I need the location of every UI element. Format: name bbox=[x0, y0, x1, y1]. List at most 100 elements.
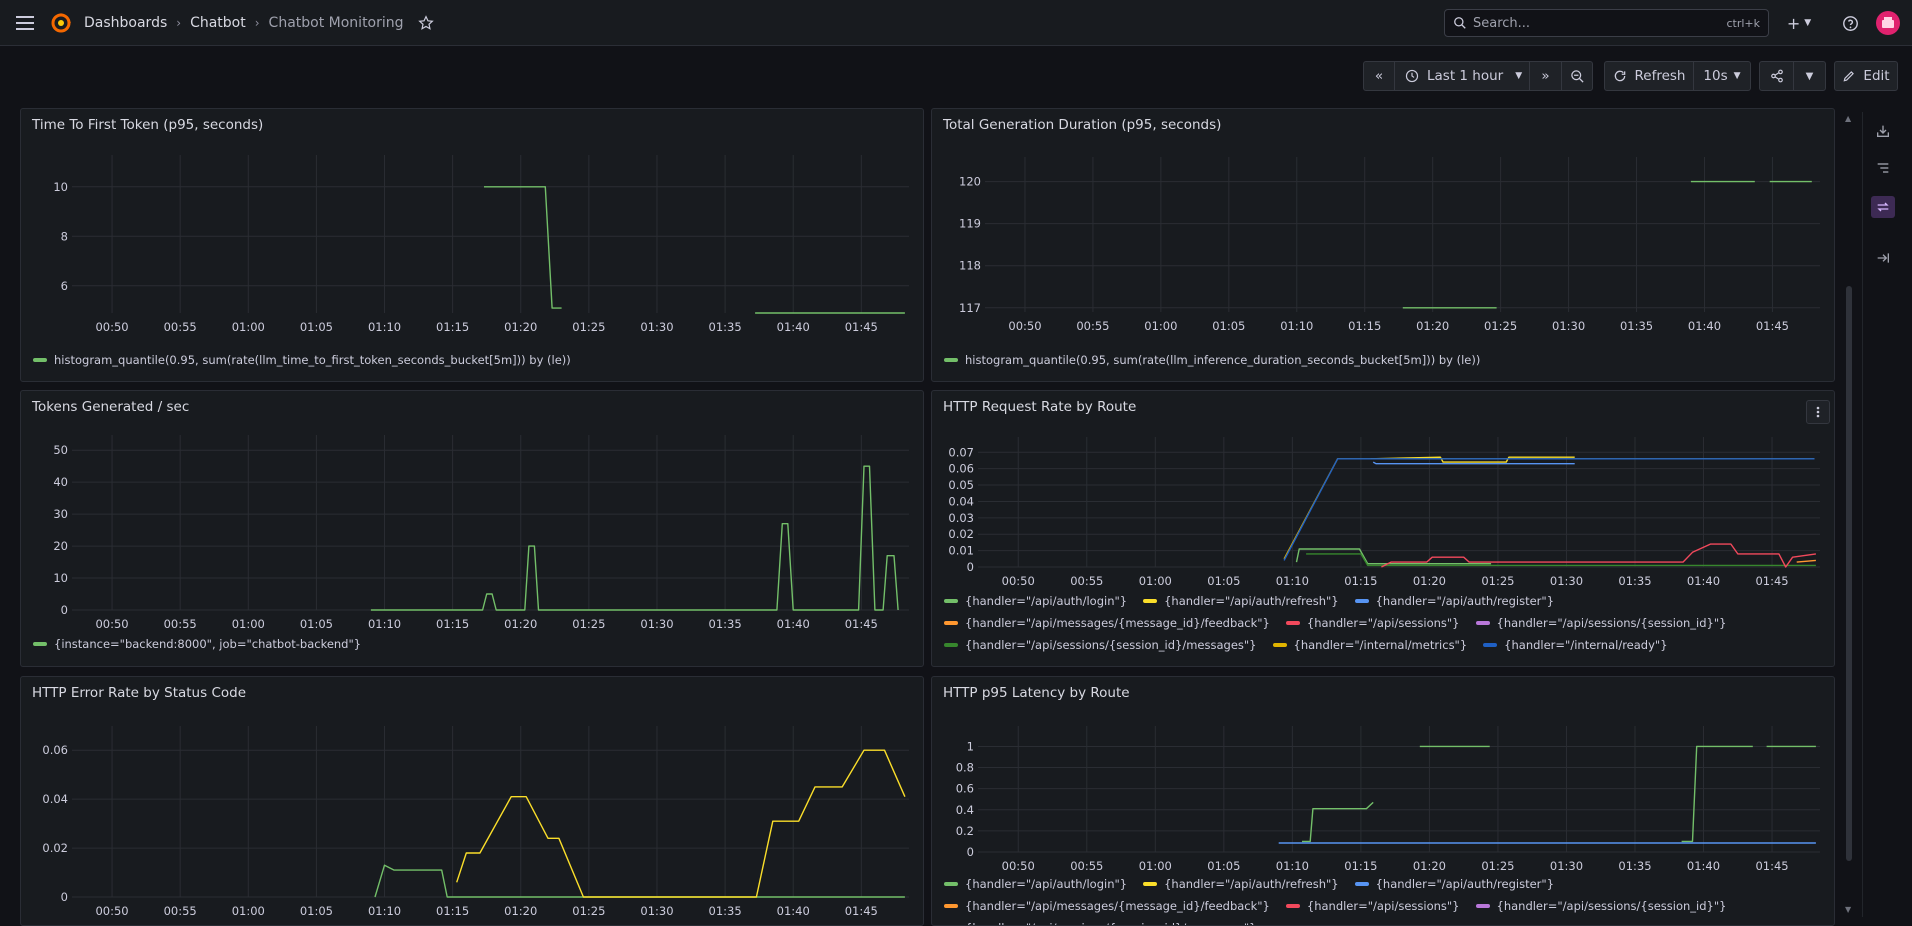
share-button[interactable] bbox=[1759, 61, 1794, 91]
clock-icon bbox=[1405, 69, 1419, 83]
legend-label: {handler="/api/auth/login"} bbox=[965, 594, 1128, 608]
x-tick-label: 00:50 bbox=[1002, 859, 1035, 873]
x-tick-label: 01:05 bbox=[1212, 319, 1245, 333]
y-tick-label: 1 bbox=[967, 739, 974, 753]
x-tick-label: 01:05 bbox=[300, 617, 333, 631]
legend-item[interactable]: {handler="/api/auth/register"} bbox=[1354, 875, 1554, 893]
add-new-button[interactable]: + ▼ bbox=[1784, 12, 1814, 34]
legend-item[interactable]: {handler="/api/auth/login"} bbox=[944, 875, 1127, 893]
x-tick-label: 00:55 bbox=[1070, 859, 1103, 873]
search-placeholder: Search... bbox=[1473, 15, 1531, 31]
x-tick-label: 01:35 bbox=[709, 320, 742, 334]
x-tick-label: 00:50 bbox=[95, 617, 128, 631]
panel-http-request-rate-by-route[interactable]: 00:50 00:55 01:00 01:05 01:10 01:15 01:20 01:25… bbox=[931, 390, 1835, 667]
page-scrollbar[interactable] bbox=[1846, 286, 1852, 861]
x-tick-label: 00:55 bbox=[164, 320, 197, 334]
legend-item[interactable]: histogram_quantile(0.95, sum(rate(llm_ti… bbox=[33, 351, 571, 369]
legend-item[interactable]: {handler="/api/sessions/{session_id}"} bbox=[1475, 614, 1726, 632]
legend-item[interactable]: {handler="/api/messages/{message_id}/fee… bbox=[944, 614, 1270, 632]
y-tick-label: 0.05 bbox=[948, 478, 974, 492]
legend-item[interactable]: {handler="/api/auth/refresh"} bbox=[1143, 592, 1339, 610]
panel-title: Total Generation Duration (p95, seconds) bbox=[943, 117, 1222, 133]
legend-item[interactable]: {handler="/api/sessions/{session_id}/mes… bbox=[944, 919, 1257, 925]
legend-label: {handler="/api/messages/{message_id}/fee… bbox=[965, 899, 1270, 913]
panel-time-to-first-token[interactable]: 00:50 00:55 01:00 01:05 01:10 01:15 01:20 01:25… bbox=[20, 108, 924, 382]
panel-http-error-rate-by-status-code[interactable]: 00:50 00:55 01:00 01:05 01:10 01:15 01:20 01:25… bbox=[20, 676, 924, 926]
x-tick-label: 01:35 bbox=[1620, 319, 1653, 333]
outline-icon[interactable] bbox=[1871, 157, 1895, 179]
legend-swatch bbox=[1475, 904, 1490, 908]
y-tick-label: 0.02 bbox=[42, 841, 68, 855]
legend-item[interactable]: histogram_quantile(0.95, sum(rate(llm_in… bbox=[944, 351, 1480, 369]
legend-item[interactable]: {handler="/api/sessions/{session_id}"} bbox=[1475, 897, 1726, 915]
edit-button[interactable]: Edit bbox=[1834, 61, 1898, 91]
star-icon[interactable] bbox=[417, 15, 434, 31]
x-tick-label: 00:55 bbox=[164, 904, 197, 918]
y-tick-label: 0 bbox=[61, 603, 68, 617]
legend-item[interactable]: {handler="/api/messages/{message_id}/fee… bbox=[944, 897, 1270, 915]
legend-item[interactable]: {handler="/api/sessions/{session_id}/mes… bbox=[944, 636, 1257, 654]
legend-item[interactable]: {handler="/api/sessions"} bbox=[1285, 614, 1460, 632]
refresh-button[interactable]: Refresh bbox=[1604, 61, 1694, 91]
x-tick-label: 01:30 bbox=[640, 617, 673, 631]
chevron-down-icon: ▼ bbox=[1804, 18, 1812, 28]
panel-menu-button[interactable] bbox=[1806, 400, 1830, 424]
scroll-down-icon[interactable]: ▼ bbox=[1845, 905, 1852, 914]
x-tick-label: 01:05 bbox=[300, 320, 333, 334]
export-icon[interactable] bbox=[1871, 120, 1895, 142]
top-nav-bar: Dashboards › Chatbot › Chatbot Monitorin… bbox=[0, 0, 1912, 46]
x-tick-label: 01:15 bbox=[1348, 319, 1381, 333]
grafana-logo-icon[interactable] bbox=[49, 11, 73, 35]
panel-http-p95-latency-by-route[interactable]: 00:50 00:55 01:00 01:05 01:10 01:15 01:20 01:25… bbox=[931, 676, 1835, 926]
time-shift-forward-button[interactable]: » bbox=[1529, 61, 1562, 91]
x-tick-label: 01:00 bbox=[1139, 574, 1172, 588]
panel-tokens-generated-per-sec[interactable]: 00:50 00:55 01:00 01:05 01:10 01:15 01:20 01:25… bbox=[20, 390, 924, 667]
panel-legend: {handler="/api/auth/login"} {handler="/ap… bbox=[944, 875, 1824, 925]
x-tick-label: 01:00 bbox=[232, 320, 265, 334]
breadcrumb-chatbot[interactable]: Chatbot bbox=[190, 15, 246, 31]
menu-icon[interactable] bbox=[14, 13, 36, 33]
y-tick-label: 0.02 bbox=[948, 527, 974, 541]
x-tick-label: 01:15 bbox=[1344, 574, 1377, 588]
y-tick-label: 0.8 bbox=[956, 761, 974, 775]
legend-item[interactable]: {handler="/api/auth/login"} bbox=[944, 592, 1127, 610]
collapse-rail-icon[interactable] bbox=[1871, 247, 1895, 269]
avatar[interactable] bbox=[1876, 11, 1900, 35]
x-tick-label: 01:25 bbox=[1481, 574, 1514, 588]
panel-total-generation-duration[interactable]: 00:50 00:55 01:00 01:05 01:10 01:15 01:20 01:25… bbox=[931, 108, 1835, 382]
switch-icon[interactable] bbox=[1871, 196, 1895, 218]
x-tick-label: 01:15 bbox=[436, 320, 469, 334]
panel-legend: histogram_quantile(0.95, sum(rate(llm_ti… bbox=[33, 351, 571, 369]
double-chevron-right-icon: » bbox=[1541, 68, 1550, 84]
legend-item[interactable]: {handler="/internal/metrics"} bbox=[1272, 636, 1467, 654]
legend-item[interactable]: {instance="backend:8000", job="chatbot-b… bbox=[33, 635, 361, 653]
chevron-down-icon: ▼ bbox=[1733, 71, 1741, 81]
search-input[interactable]: Search... ctrl+k bbox=[1444, 9, 1769, 37]
scroll-up-icon[interactable]: ▲ bbox=[1845, 114, 1852, 123]
chart-svg: 00:50 00:55 01:00 01:05 01:10 01:15 01:20 01:25… bbox=[948, 437, 1820, 588]
legend-item[interactable]: {handler="/api/sessions"} bbox=[1285, 897, 1460, 915]
y-tick-label: 120 bbox=[959, 175, 981, 189]
legend-label: {instance="backend:8000", job="chatbot-b… bbox=[54, 637, 362, 651]
y-tick-label: 10 bbox=[53, 571, 68, 585]
x-tick-label: 00:50 bbox=[1008, 319, 1041, 333]
breadcrumb-dashboards[interactable]: Dashboards bbox=[84, 15, 168, 31]
refresh-interval-picker[interactable]: 10s ▼ bbox=[1693, 61, 1751, 91]
breadcrumb-chatbot-monitoring: Chatbot Monitoring bbox=[268, 15, 404, 31]
x-tick-label: 01:40 bbox=[1687, 574, 1720, 588]
time-range-picker[interactable]: Last 1 hour ▼ bbox=[1394, 61, 1530, 91]
zoom-out-button[interactable] bbox=[1561, 61, 1593, 91]
chevron-down-icon: ▼ bbox=[1805, 70, 1814, 82]
search-shortcut: ctrl+k bbox=[1726, 16, 1760, 30]
legend-item[interactable]: {handler="/internal/ready"} bbox=[1483, 636, 1668, 654]
legend-item[interactable]: {handler="/api/auth/register"} bbox=[1354, 592, 1554, 610]
x-tick-label: 01:25 bbox=[572, 904, 605, 918]
x-tick-label: 01:10 bbox=[368, 904, 401, 918]
legend-swatch bbox=[1354, 882, 1369, 886]
legend-item[interactable]: {handler="/api/auth/refresh"} bbox=[1143, 875, 1339, 893]
x-tick-label: 01:45 bbox=[845, 904, 878, 918]
time-shift-back-button[interactable]: « bbox=[1363, 61, 1395, 91]
share-dropdown-button[interactable]: ▼ bbox=[1793, 61, 1826, 91]
series-line bbox=[1372, 461, 1575, 465]
help-icon[interactable] bbox=[1840, 13, 1860, 33]
